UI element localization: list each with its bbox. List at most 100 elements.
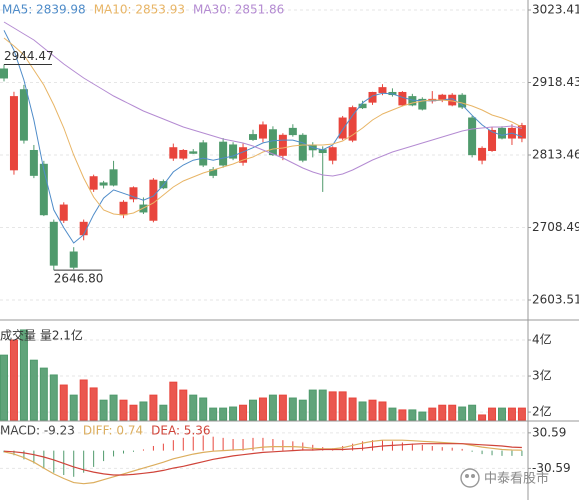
candle-body	[498, 127, 506, 139]
watermark: 中泰看股市	[484, 471, 549, 487]
volume-bar	[358, 401, 367, 421]
candle-body	[79, 221, 88, 236]
candle-body	[219, 141, 228, 166]
candle-body	[59, 204, 68, 221]
volume-bar	[209, 407, 218, 421]
volume-bar	[29, 359, 38, 421]
annotation-label: 2944.47	[4, 49, 54, 63]
volume-bar	[448, 404, 457, 421]
candle-body	[229, 144, 238, 159]
y-tick-label: 2亿	[532, 404, 552, 419]
volume-bar	[49, 374, 58, 421]
legend-entry: MA10: 2853.93	[94, 3, 185, 17]
volume-bar	[19, 329, 28, 421]
legend-entry: MA30: 2851.86	[193, 3, 284, 17]
y-tick-label: -30.59	[532, 461, 571, 475]
volume-bar	[318, 389, 327, 421]
candle-body	[268, 129, 277, 156]
ma-line	[3, 21, 523, 177]
candle-body	[348, 107, 357, 141]
icon-dot	[471, 474, 475, 478]
candle-body	[99, 182, 108, 186]
volume-bar	[278, 394, 287, 421]
candle-body	[278, 134, 287, 156]
icon-ring	[460, 468, 480, 488]
volume-bar	[268, 394, 277, 421]
volume-bar	[468, 404, 477, 421]
y-tick-label: 3023.41	[532, 3, 579, 17]
volume-bar	[388, 407, 397, 421]
legend-entry: DIFF: 0.74	[83, 424, 143, 438]
candle-body	[298, 134, 307, 161]
volume-bar	[308, 389, 317, 421]
volume-bar	[428, 407, 437, 421]
candle-body	[69, 251, 78, 268]
volume-bar	[298, 399, 307, 421]
candle-body	[458, 94, 467, 108]
volume-bar	[517, 407, 526, 421]
candle-body	[19, 89, 28, 141]
candle-body	[29, 149, 38, 176]
volume-bar	[348, 397, 357, 421]
volume-bar	[458, 406, 467, 421]
candle-body	[418, 98, 427, 110]
volume-bar	[249, 399, 257, 421]
icon-dot	[465, 474, 469, 478]
volume-bar	[169, 381, 178, 421]
volume-bar	[219, 407, 228, 421]
candle-body	[328, 147, 337, 161]
candle-body	[239, 147, 248, 163]
volume-bar	[69, 394, 78, 421]
volume-bar	[239, 404, 248, 421]
candle-body	[368, 91, 377, 103]
volume-bar	[9, 339, 18, 421]
annotation-label: 2646.80	[54, 272, 104, 286]
y-tick-label: 2603.51	[532, 293, 579, 307]
candle-body	[249, 134, 257, 140]
volume-bar	[189, 394, 198, 421]
candle-body	[358, 103, 367, 109]
volume-bar	[99, 399, 108, 421]
candle-body	[119, 201, 128, 216]
volume-bar	[288, 397, 297, 421]
volume-bar	[418, 411, 427, 421]
candle-body	[39, 163, 48, 216]
candle-body	[89, 176, 98, 190]
ma-line	[3, 37, 523, 216]
volume-bar	[179, 389, 188, 421]
ma-line	[3, 30, 523, 244]
candle-body	[517, 125, 526, 139]
volume-bar	[507, 407, 516, 421]
candle-body	[468, 117, 477, 156]
volume-bar	[109, 394, 118, 421]
volume-bar	[39, 367, 48, 421]
volume-bar	[258, 397, 267, 421]
candle-body	[199, 142, 208, 166]
volume-bar	[368, 399, 377, 421]
candle-body	[488, 129, 497, 151]
volume-bar	[119, 399, 128, 421]
volume-bar	[199, 397, 208, 421]
macd-line	[3, 443, 522, 476]
candle-body	[448, 94, 457, 106]
legend-entry: DEA: 5.36	[151, 424, 210, 438]
candle-body	[258, 124, 267, 139]
volume-bar	[79, 379, 88, 421]
candle-body	[398, 91, 407, 106]
volume-bar	[328, 391, 337, 421]
y-tick-label: 3亿	[532, 368, 552, 383]
volume-bar	[378, 401, 387, 421]
y-tick-label: 2708.49	[532, 220, 579, 234]
volume-title: 成交量 量2.1亿	[0, 328, 83, 343]
candle-body	[0, 68, 8, 79]
volume-bar	[139, 401, 148, 421]
candle-body	[9, 96, 18, 171]
y-tick-label: 2813.46	[532, 148, 579, 162]
volume-bar	[488, 407, 497, 421]
candle-body	[478, 147, 487, 161]
volume-bar	[59, 384, 68, 421]
volume-bar	[129, 404, 138, 421]
volume-bar	[438, 404, 447, 421]
